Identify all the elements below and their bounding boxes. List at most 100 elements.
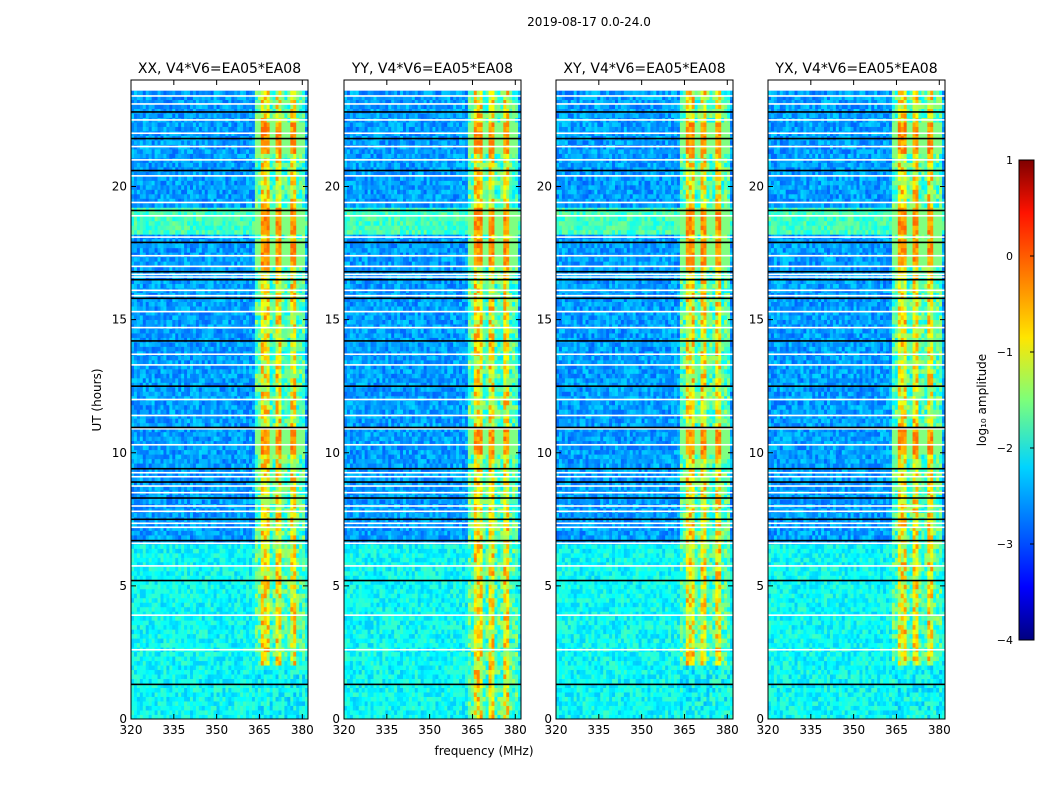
heatmap-cell [254, 660, 259, 666]
heatmap-cell [178, 395, 182, 401]
heatmap-cell [219, 377, 223, 383]
heatmap-cell [263, 579, 268, 585]
heatmap-cell [145, 476, 150, 482]
heatmap-cell [290, 350, 294, 356]
heatmap-cell [192, 458, 197, 464]
heatmap-cell [160, 678, 164, 684]
heatmap-cell [204, 476, 209, 482]
heatmap-cell [284, 377, 288, 383]
heatmap-cell [133, 404, 138, 410]
heatmap-cell [302, 539, 306, 545]
heatmap-cell [160, 561, 164, 567]
heatmap-cell [213, 543, 217, 549]
heatmap-cell [204, 395, 209, 401]
heatmap-cell [190, 449, 194, 455]
heatmap-cell [305, 642, 309, 648]
heatmap-cell [145, 692, 150, 697]
heatmap-cell [281, 508, 285, 513]
heatmap-cell [237, 557, 241, 563]
heatmap-cell [299, 431, 303, 437]
heatmap-cell [163, 534, 167, 540]
heatmap-cell [133, 701, 138, 706]
heatmap-cell [249, 597, 253, 603]
heatmap-cell [187, 494, 191, 500]
heatmap-cell [257, 404, 262, 410]
heatmap-cell [184, 386, 188, 392]
heatmap-cell [178, 346, 182, 352]
heatmap-cell [234, 526, 238, 531]
heatmap-cell [133, 692, 138, 697]
heatmap-cell [290, 597, 294, 603]
heatmap-cell [219, 557, 223, 563]
heatmap-cell [222, 458, 226, 464]
heatmap-cell [284, 485, 288, 491]
heatmap-cell [231, 436, 235, 442]
heatmap-cell [260, 364, 265, 370]
heatmap-cell [296, 701, 300, 706]
heatmap-cell [166, 656, 170, 662]
heatmap-cell [148, 409, 153, 415]
heatmap-cell [210, 440, 214, 446]
heatmap-cell [142, 660, 147, 666]
heatmap-cell [175, 350, 179, 356]
heatmap-cell [142, 656, 147, 662]
heatmap-cell [299, 714, 303, 720]
heatmap-cell [228, 346, 232, 352]
heatmap-cell [192, 575, 197, 581]
heatmap-cell [290, 593, 294, 599]
heatmap-cell [204, 615, 209, 621]
heatmap-cell [257, 575, 262, 581]
heatmap-cell [219, 499, 223, 504]
heatmap-cell [257, 633, 262, 639]
heatmap-cell [266, 579, 271, 585]
heatmap-cell [133, 481, 138, 487]
heatmap-cell [263, 481, 268, 487]
heatmap-cell [275, 656, 279, 662]
heatmap-cell [278, 404, 282, 410]
heatmap-cell [148, 508, 153, 513]
heatmap-cell [181, 449, 185, 455]
heatmap-cell [163, 602, 167, 608]
heatmap-cell [154, 377, 158, 383]
heatmap-cell [257, 494, 262, 500]
heatmap-cell [251, 638, 256, 644]
heatmap-cell [198, 422, 203, 428]
heatmap-cell [275, 508, 279, 513]
heatmap-cell [175, 593, 179, 599]
heatmap-cell [172, 418, 176, 424]
heatmap-cell [263, 472, 268, 478]
heatmap-cell [228, 499, 232, 504]
heatmap-cell [237, 579, 241, 585]
heatmap-cell [151, 543, 155, 549]
heatmap-cell [133, 584, 138, 590]
heatmap-cell [213, 570, 217, 576]
heatmap-cell [269, 548, 273, 554]
heatmap-cell [210, 458, 214, 464]
heatmap-cell [293, 436, 297, 442]
heatmap-cell [151, 368, 155, 374]
heatmap-cell [284, 692, 288, 697]
heatmap-cell [293, 373, 297, 379]
heatmap-cell [296, 606, 300, 612]
heatmap-cell [287, 548, 291, 554]
heatmap-cell [305, 418, 309, 424]
heatmap-cell [254, 651, 259, 657]
heatmap-cell [169, 593, 173, 599]
heatmap-cell [272, 422, 276, 428]
heatmap-cell [157, 696, 161, 702]
heatmap-cell [231, 611, 235, 617]
heatmap-cell [281, 368, 285, 374]
heatmap-cell [225, 467, 229, 473]
heatmap-cell [234, 359, 238, 365]
heatmap-cell [219, 404, 223, 410]
heatmap-cell [139, 575, 144, 581]
heatmap-cell [302, 701, 306, 706]
heatmap-cell [237, 499, 241, 504]
heatmap-cell [275, 382, 279, 388]
heatmap-cell [293, 543, 297, 549]
heatmap-cell [305, 512, 309, 518]
heatmap-cell [133, 570, 138, 576]
heatmap-cell [284, 602, 288, 608]
heatmap-cell [272, 454, 276, 460]
heatmap-cell [263, 530, 268, 536]
